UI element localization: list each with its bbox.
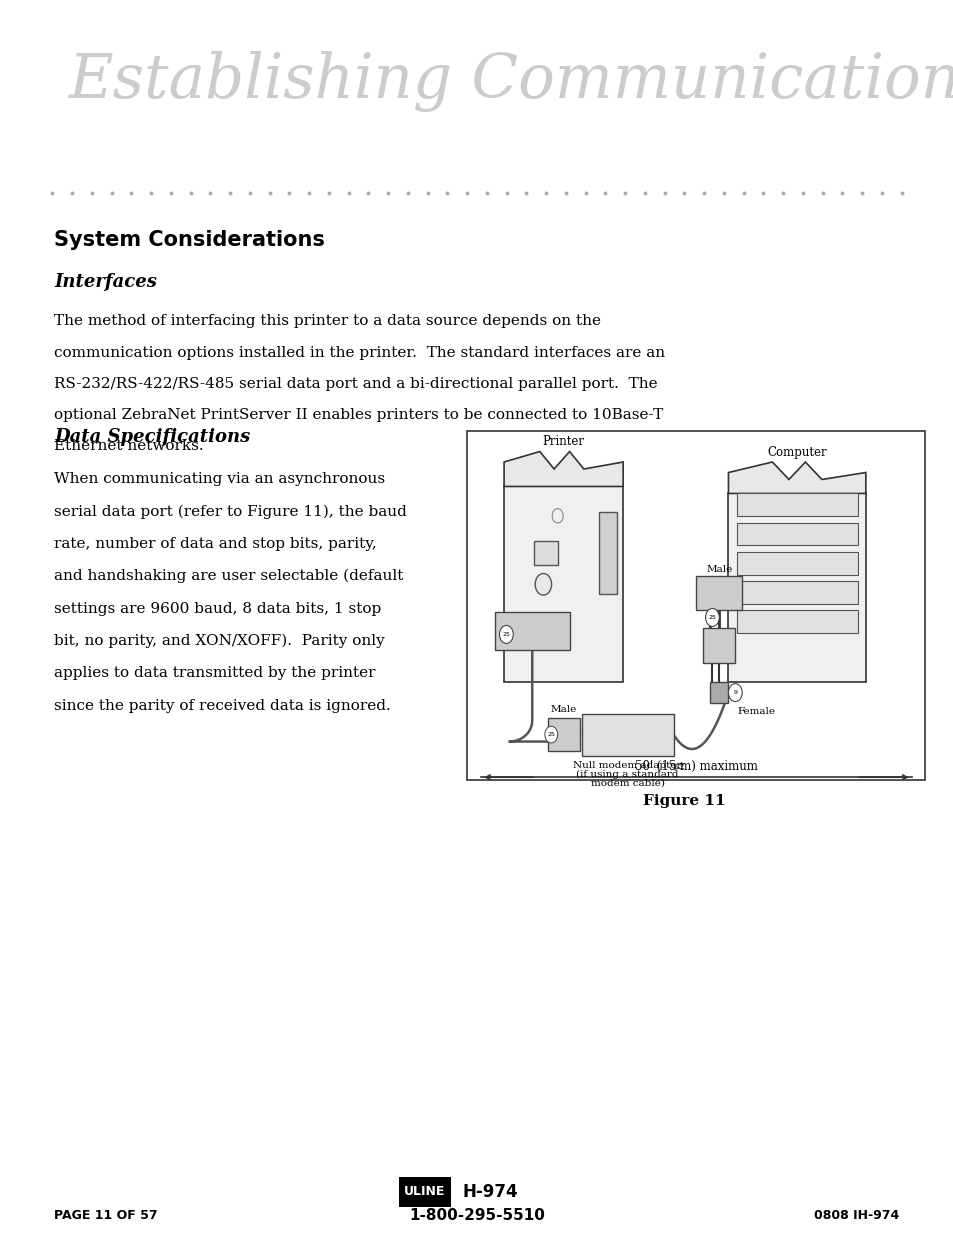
Text: communication options installed in the printer.  The standard interfaces are an: communication options installed in the p… xyxy=(54,346,665,359)
Text: bit, no parity, and XON/XOFF).  Parity only: bit, no parity, and XON/XOFF). Parity on… xyxy=(54,634,385,649)
Text: applies to data transmitted by the printer: applies to data transmitted by the print… xyxy=(54,666,375,680)
Bar xyxy=(728,493,865,683)
Text: and handshaking are user selectable (default: and handshaking are user selectable (def… xyxy=(54,569,403,584)
Bar xyxy=(547,718,579,751)
Bar xyxy=(736,552,857,574)
Text: settings are 9600 baud, 8 data bits, 1 stop: settings are 9600 baud, 8 data bits, 1 s… xyxy=(54,602,381,615)
Text: rate, number of data and stop bits, parity,: rate, number of data and stop bits, pari… xyxy=(54,537,376,550)
Text: 0808 IH-974: 0808 IH-974 xyxy=(814,1209,899,1222)
Bar xyxy=(467,431,924,780)
Polygon shape xyxy=(728,462,865,493)
Bar xyxy=(495,612,569,650)
Text: Printer: Printer xyxy=(542,436,584,448)
Bar xyxy=(736,523,857,545)
Circle shape xyxy=(728,684,741,701)
Text: PAGE 11 OF 57: PAGE 11 OF 57 xyxy=(54,1209,158,1222)
Text: modem cable): modem cable) xyxy=(590,779,664,787)
Text: 1-800-295-5510: 1-800-295-5510 xyxy=(409,1208,544,1223)
Bar xyxy=(581,714,673,755)
Circle shape xyxy=(535,574,551,595)
Text: When communicating via an asynchronous: When communicating via an asynchronous xyxy=(54,472,385,485)
Bar xyxy=(709,683,728,703)
Text: 25: 25 xyxy=(708,615,716,620)
Text: (if using a standard: (if using a standard xyxy=(576,770,679,779)
Bar xyxy=(736,582,857,604)
Bar xyxy=(598,512,617,594)
Circle shape xyxy=(705,609,719,626)
Circle shape xyxy=(499,625,513,644)
Text: serial data port (refer to Figure 11), the baud: serial data port (refer to Figure 11), t… xyxy=(54,504,407,519)
Text: 50' (15 m) maximum: 50' (15 m) maximum xyxy=(635,760,757,773)
Text: Female: Female xyxy=(737,706,775,715)
Bar xyxy=(702,628,735,663)
Bar xyxy=(696,575,741,610)
Text: Interfaces: Interfaces xyxy=(54,273,157,291)
Text: optional ZebraNet PrintServer II enables printers to be connected to 10Base-T: optional ZebraNet PrintServer II enables… xyxy=(54,408,663,422)
Text: ULINE: ULINE xyxy=(404,1186,445,1198)
Text: since the parity of received data is ignored.: since the parity of received data is ign… xyxy=(54,699,391,713)
Bar xyxy=(736,493,857,517)
Bar xyxy=(534,542,558,565)
Text: Null modem adapter: Null modem adapter xyxy=(573,761,681,770)
Text: Figure 11: Figure 11 xyxy=(642,794,724,809)
Bar xyxy=(503,487,622,683)
Text: 25: 25 xyxy=(547,733,555,738)
Bar xyxy=(398,1177,451,1207)
Circle shape xyxy=(544,726,558,743)
Text: RS-232/RS-422/RS-485 serial data port and a bi-directional parallel port.  The: RS-232/RS-422/RS-485 serial data port an… xyxy=(54,377,658,391)
Text: The method of interfacing this printer to a data source depends on the: The method of interfacing this printer t… xyxy=(54,314,600,328)
Text: Data Specifications: Data Specifications xyxy=(54,428,251,446)
Text: Male: Male xyxy=(550,705,577,714)
Text: H-974: H-974 xyxy=(462,1183,517,1201)
Text: Ethernet networks.: Ethernet networks. xyxy=(54,439,204,453)
Text: Male: Male xyxy=(705,565,732,574)
Text: ⇄: ⇄ xyxy=(672,761,683,775)
Text: 25: 25 xyxy=(502,631,510,636)
Text: System Considerations: System Considerations xyxy=(54,230,325,250)
Text: Establishing Communication: Establishing Communication xyxy=(69,51,953,111)
Text: Computer: Computer xyxy=(766,446,826,458)
Text: 9: 9 xyxy=(733,690,737,695)
Polygon shape xyxy=(503,452,622,487)
Bar xyxy=(736,610,857,633)
